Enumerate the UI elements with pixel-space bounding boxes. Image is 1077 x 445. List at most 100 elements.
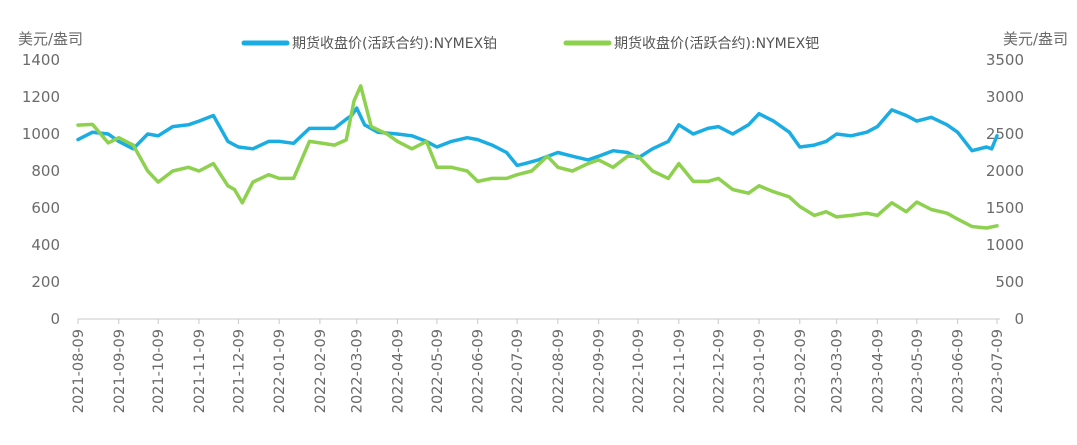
series-1-point: [157, 181, 160, 184]
x-tick-label: 2022-06-09: [471, 329, 487, 413]
left-tick-label: 0: [50, 310, 60, 328]
series-0-point: [587, 159, 589, 161]
series-0-point: [411, 134, 413, 137]
x-tick-label: 2021-11-09: [192, 329, 208, 413]
series-1-point: [91, 123, 94, 126]
series-1-point: [758, 184, 760, 187]
series-line-0: [76, 106, 999, 168]
series-1-point: [985, 227, 988, 229]
series-0-point: [946, 123, 948, 126]
series-1-point: [292, 177, 295, 180]
series-0-point: [212, 114, 215, 117]
series-1-point: [396, 140, 399, 143]
series-0-point: [91, 131, 94, 134]
right-tick-label: 2500: [986, 125, 1024, 143]
series-1-point: [667, 177, 670, 180]
series-1-point: [212, 162, 215, 165]
series-layer: [76, 84, 999, 230]
x-tick-label: 2022-12-09: [711, 329, 727, 413]
legend-label-palladium: 期货收盘价(活跃合约):NYMEX钯: [614, 35, 819, 52]
series-1-point: [612, 166, 614, 169]
x-tick-label: 2023-01-09: [752, 329, 768, 413]
x-tick-label: 2022-11-09: [672, 329, 688, 413]
series-0-point: [319, 127, 321, 130]
series-0-point: [990, 147, 993, 150]
series-0-point: [996, 134, 998, 137]
series-0-point: [651, 147, 654, 150]
series-1-point: [198, 170, 200, 172]
series-1-point: [476, 180, 479, 183]
series-1-point: [491, 177, 493, 180]
series-1-point: [788, 196, 791, 198]
series-1-point: [597, 159, 600, 161]
x-tick-label: 2023-06-09: [951, 329, 967, 413]
series-1-point: [876, 214, 879, 217]
x-tick-label: 2023-05-09: [910, 329, 926, 413]
series-0-point: [292, 142, 295, 145]
series-1-point: [370, 125, 373, 128]
series-0-point: [890, 109, 893, 111]
series-0-point: [267, 140, 270, 143]
series-0-point: [706, 127, 709, 130]
x-tick-label: 2021-08-09: [71, 329, 87, 413]
series-1-point: [411, 147, 413, 150]
series-0-point: [717, 125, 720, 128]
series-1-point: [386, 133, 388, 135]
series-0-point: [813, 144, 816, 147]
series-0-point: [850, 134, 852, 137]
series-1-point: [505, 177, 508, 180]
left-tick-label: 1000: [22, 125, 60, 143]
series-1-point: [241, 201, 244, 204]
series-0-point: [798, 146, 801, 148]
right-axis-ticks: 0 500 1000 1500 2000 2500 3000 3500: [986, 51, 1024, 328]
series-0-point: [355, 107, 358, 109]
series-1-point: [930, 208, 933, 211]
x-tick-label: 2021-12-09: [231, 329, 247, 413]
series-0-point: [930, 116, 933, 119]
series-1-point: [233, 188, 236, 191]
right-tick-label: 0: [1014, 310, 1024, 328]
series-0-point: [333, 127, 336, 130]
series-1-point: [353, 99, 355, 102]
series-0-point: [77, 138, 79, 141]
series-0-point: [876, 125, 879, 128]
series-1-point: [946, 212, 948, 215]
series-1-point: [637, 155, 639, 158]
x-tick-label: 2022-09-09: [592, 329, 608, 413]
series-0-point: [491, 144, 493, 147]
left-tick-label: 200: [31, 273, 60, 291]
right-tick-label: 1000: [986, 236, 1024, 254]
series-1-point: [971, 225, 973, 228]
series-1-point: [865, 212, 868, 215]
series-1-point: [267, 173, 270, 176]
series-0-point: [788, 131, 791, 134]
legend-label-platinum: 期货收盘价(活跃合约):NYMEX铂: [292, 35, 497, 52]
series-0-point: [677, 123, 680, 126]
series-1-point: [278, 177, 281, 180]
series-1-point: [530, 170, 533, 172]
series-1-point: [557, 166, 559, 169]
series-1-point: [333, 144, 336, 147]
x-tick-label: 2023-03-09: [830, 329, 846, 413]
series-0-point: [557, 151, 559, 154]
series-1-point: [345, 139, 348, 141]
series-0-point: [308, 127, 311, 130]
series-1-point: [747, 192, 750, 195]
series-1-point: [77, 124, 79, 126]
series-1-point: [835, 216, 838, 218]
x-tick-label: 2022-03-09: [350, 329, 366, 413]
series-0-point: [171, 125, 174, 128]
series-1-point: [436, 166, 438, 169]
x-tick-label: 2023-07-09: [990, 329, 1006, 413]
x-tick-label: 2022-04-09: [390, 329, 406, 413]
series-0-point: [363, 123, 366, 126]
series-1-point: [117, 136, 120, 139]
series-0-point: [187, 123, 190, 126]
left-axis-ticks: 0 200 400 600 800 1000 1200 1400: [22, 51, 60, 328]
series-0-point: [571, 155, 574, 158]
right-tick-label: 3000: [986, 88, 1024, 106]
series-1-point: [308, 140, 311, 143]
series-0-point: [731, 133, 734, 135]
